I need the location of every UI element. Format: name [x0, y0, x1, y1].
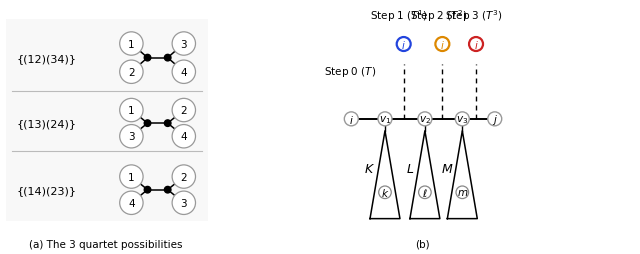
Circle shape [344, 113, 358, 126]
Circle shape [418, 113, 432, 126]
Text: Step 1 $(T^1)$: Step 1 $(T^1)$ [370, 8, 428, 24]
Circle shape [455, 113, 469, 126]
Text: $j$: $j$ [492, 113, 498, 126]
Circle shape [172, 125, 195, 148]
Circle shape [172, 99, 195, 122]
Text: $\ell$: $\ell$ [422, 186, 428, 199]
Circle shape [172, 61, 195, 84]
Text: $v_3$: $v_3$ [456, 114, 468, 125]
Text: $m$: $m$ [456, 187, 468, 198]
Circle shape [379, 186, 391, 199]
Text: Step 0 $(T)$: Step 0 $(T)$ [324, 65, 376, 79]
Circle shape [456, 186, 468, 199]
Circle shape [172, 33, 195, 56]
Text: {(14)(23)}: {(14)(23)} [17, 185, 77, 195]
Text: 3: 3 [128, 132, 134, 142]
Text: 2: 2 [180, 106, 187, 116]
Circle shape [435, 38, 449, 52]
Text: $i$: $i$ [349, 113, 354, 125]
Text: 1: 1 [128, 39, 134, 49]
Text: Step 2 $(T^2)$: Step 2 $(T^2)$ [410, 8, 468, 24]
Text: (b): (b) [415, 239, 429, 249]
Circle shape [120, 165, 143, 188]
Text: Step 3 $(T^3)$: Step 3 $(T^3)$ [445, 8, 502, 24]
Text: $K$: $K$ [365, 163, 376, 176]
Circle shape [120, 33, 143, 56]
Text: 4: 4 [180, 68, 187, 77]
Text: 3: 3 [180, 39, 187, 49]
Circle shape [172, 165, 195, 188]
Text: $v_1$: $v_1$ [379, 114, 391, 125]
Circle shape [144, 55, 151, 62]
Circle shape [488, 113, 502, 126]
Text: $L$: $L$ [406, 163, 414, 176]
Circle shape [120, 99, 143, 122]
Circle shape [164, 55, 171, 62]
Text: 1: 1 [128, 172, 134, 182]
Circle shape [120, 61, 143, 84]
Text: 1: 1 [128, 106, 134, 116]
Circle shape [419, 186, 431, 199]
Text: $i$: $i$ [474, 39, 479, 51]
Circle shape [172, 191, 195, 215]
Text: {(13)(24)}: {(13)(24)} [17, 119, 77, 129]
Text: 3: 3 [180, 198, 187, 208]
Text: $v_2$: $v_2$ [419, 114, 431, 125]
Circle shape [120, 191, 143, 215]
Text: $k$: $k$ [381, 186, 389, 199]
Text: {(12)(34)}: {(12)(34)} [17, 53, 77, 64]
Circle shape [469, 38, 483, 52]
Circle shape [120, 125, 143, 148]
Text: $i$: $i$ [401, 39, 406, 51]
Circle shape [378, 113, 392, 126]
Circle shape [144, 187, 151, 193]
Text: (a) The 3 quartet possibilities: (a) The 3 quartet possibilities [29, 239, 182, 249]
Circle shape [164, 187, 171, 193]
Text: $i$: $i$ [440, 39, 445, 51]
Circle shape [144, 120, 151, 127]
Text: $M$: $M$ [441, 163, 454, 176]
Text: 4: 4 [128, 198, 134, 208]
Text: 2: 2 [128, 68, 134, 77]
FancyBboxPatch shape [4, 17, 210, 225]
Circle shape [397, 38, 411, 52]
Text: 4: 4 [180, 132, 187, 142]
Text: 2: 2 [180, 172, 187, 182]
Circle shape [164, 120, 171, 127]
